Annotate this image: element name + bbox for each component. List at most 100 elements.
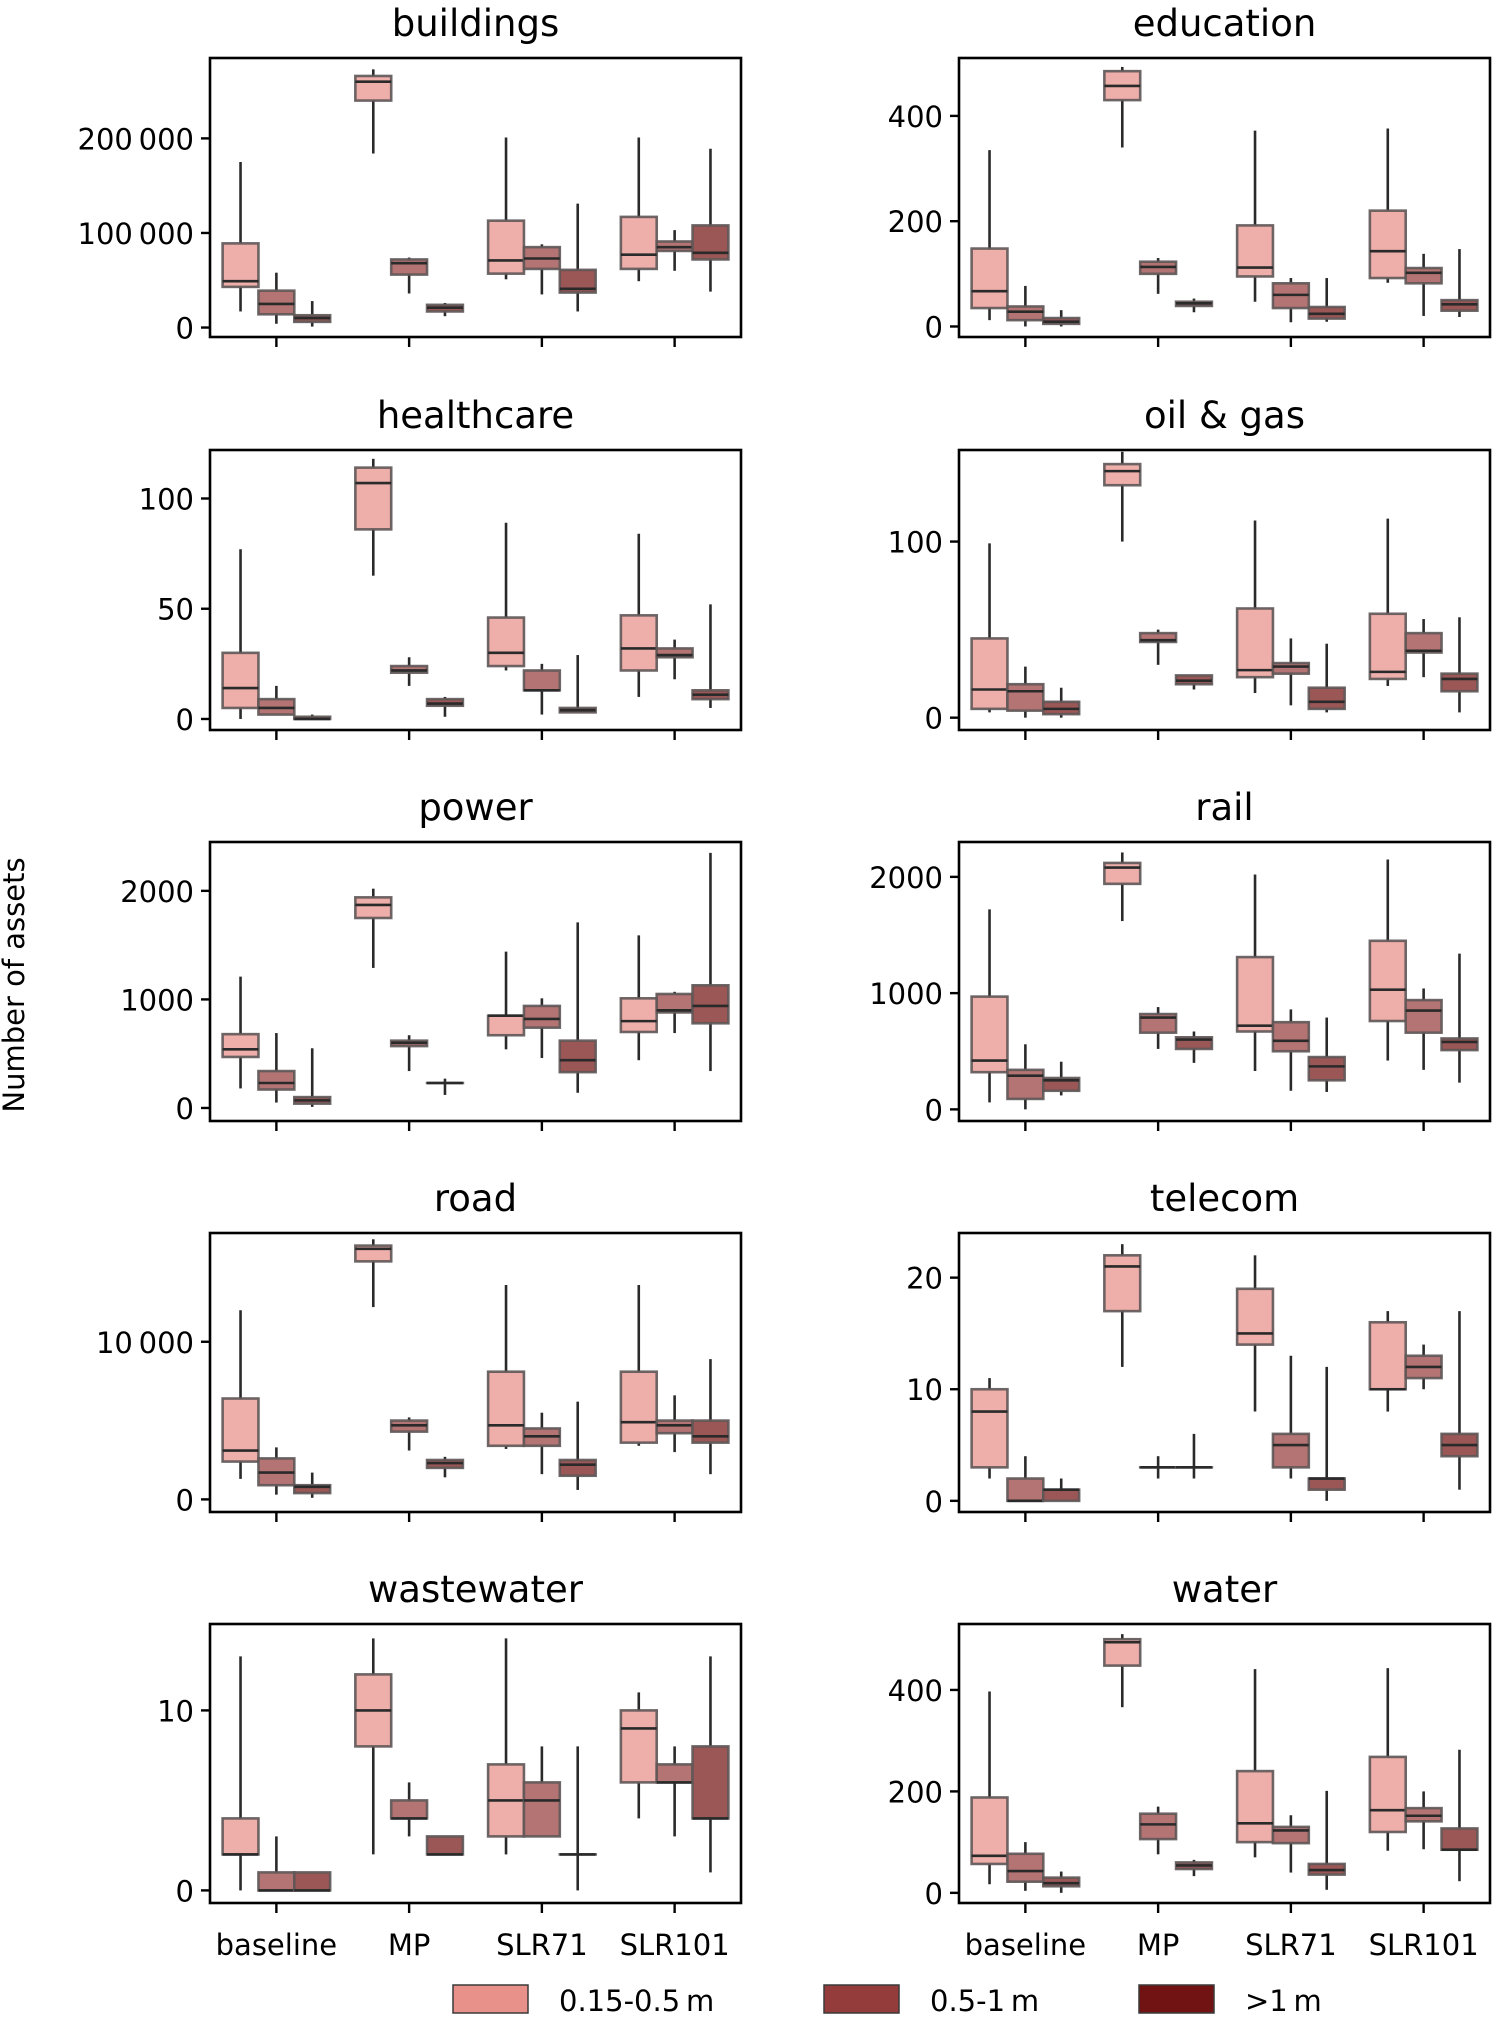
box-baseline-3	[1041, 1871, 1081, 1893]
panel-title: power	[418, 786, 533, 829]
box-mp-1	[1103, 451, 1142, 542]
box-slr101-1	[1368, 1668, 1408, 1851]
box-iqr	[522, 669, 562, 692]
box-iqr	[389, 258, 429, 276]
box-iqr	[221, 1817, 260, 1856]
panel-title: telecom	[1150, 1177, 1299, 1220]
panel-title: education	[1133, 2, 1317, 45]
x-tick-label: SLR71	[1245, 1928, 1337, 1962]
panel-title: road	[434, 1177, 517, 1220]
box-mp-3	[425, 1456, 465, 1478]
panel-oil-gas: oil & gas 0 100	[888, 394, 1492, 740]
box-baseline-3	[292, 1472, 332, 1498]
box-mp-2	[1138, 629, 1178, 665]
legend-label: 0.15-0.5 m	[559, 1984, 714, 2018]
box-iqr	[486, 616, 526, 668]
box-slr71-1	[1235, 520, 1275, 694]
box-baseline-1	[221, 976, 260, 1089]
panel-water: water 0 200 400 baseline MP SLR71 SLR101	[888, 1568, 1492, 1962]
y-tick-label: 0	[176, 1483, 194, 1517]
x-tick-label: MP	[1137, 1928, 1180, 1962]
box-mp-1	[354, 1638, 393, 1855]
box-mp-2	[1138, 258, 1178, 294]
box-iqr	[486, 219, 526, 275]
box-iqr	[1368, 1755, 1408, 1834]
box-slr71-1	[1235, 1669, 1275, 1858]
box-slr71-1	[1235, 1255, 1275, 1412]
box-slr71-3	[558, 655, 597, 714]
box-slr101-3	[1440, 953, 1479, 1083]
box-baseline-1	[970, 150, 1009, 321]
box-slr71-3	[558, 1746, 597, 1891]
box-baseline-3	[292, 1871, 332, 1892]
box-slr101-3	[1440, 1311, 1479, 1490]
box-iqr	[486, 1014, 526, 1037]
box-iqr	[1138, 1812, 1178, 1841]
y-tick-label: 0	[176, 703, 194, 737]
box-baseline-2	[1006, 285, 1045, 327]
legend-label: 0.5-1 m	[930, 1984, 1039, 2018]
y-tick-label: 100	[139, 483, 194, 517]
box-slr101-1	[619, 935, 659, 1061]
box-mp-1	[1103, 852, 1142, 922]
box-iqr	[1368, 612, 1408, 681]
box-mp-3	[1174, 1031, 1214, 1063]
axes-frame	[208, 840, 743, 1123]
box-mp-1	[1103, 1244, 1142, 1367]
box-iqr	[221, 242, 260, 289]
box-iqr	[970, 1796, 1009, 1866]
box-iqr	[486, 1370, 526, 1448]
box-iqr	[1440, 1037, 1479, 1052]
y-tick-label: 2000	[869, 861, 943, 895]
box-mp-1	[354, 888, 393, 968]
legend-label: >1 m	[1245, 1984, 1322, 2018]
box-iqr	[558, 1458, 597, 1478]
box-baseline-3	[1041, 1478, 1081, 1503]
axes-frame	[957, 448, 1492, 732]
box-slr71-3	[1307, 1017, 1346, 1092]
box-baseline-3	[292, 1048, 332, 1107]
legend-swatch	[1138, 1984, 1215, 2014]
box-iqr	[691, 1745, 730, 1820]
box-baseline-3	[1041, 310, 1081, 327]
box-iqr	[221, 651, 260, 710]
box-iqr	[257, 1871, 296, 1892]
box-iqr	[1006, 682, 1045, 712]
box-mp-3	[1174, 674, 1214, 690]
box-mp-3	[425, 1078, 465, 1095]
box-baseline-2	[257, 272, 296, 324]
box-baseline-1	[221, 1656, 260, 1891]
legend-item: >1 m	[1138, 1984, 1322, 2018]
y-tick-label: 0	[925, 1485, 943, 1519]
y-tick-label: 0	[925, 1093, 943, 1127]
y-tick-label: 0	[176, 1874, 194, 1908]
box-iqr	[1440, 1827, 1479, 1852]
box-mp-2	[389, 1035, 429, 1072]
box-slr101-2	[655, 1395, 694, 1453]
box-iqr	[691, 983, 730, 1025]
box-iqr	[655, 647, 694, 659]
box-iqr	[558, 268, 597, 294]
box-slr101-3	[1440, 1749, 1479, 1882]
box-slr101-2	[655, 230, 694, 271]
box-slr71-3	[558, 203, 597, 312]
y-tick-label: 10	[157, 1694, 194, 1728]
box-iqr	[1440, 672, 1479, 693]
box-slr71-2	[522, 244, 562, 295]
box-iqr	[619, 1370, 659, 1444]
box-slr101-2	[1404, 1344, 1443, 1390]
box-iqr	[292, 1483, 332, 1495]
box-iqr	[1404, 998, 1443, 1034]
box-iqr	[221, 1032, 260, 1059]
box-slr71-2	[1271, 638, 1311, 706]
box-baseline-2	[1006, 666, 1045, 718]
box-baseline-3	[292, 301, 332, 327]
box-baseline-3	[1041, 1061, 1081, 1096]
box-iqr	[425, 1835, 465, 1856]
box-iqr	[1006, 305, 1045, 322]
box-slr71-2	[1271, 1815, 1311, 1873]
box-baseline-1	[970, 1378, 1009, 1479]
box-mp-1	[1103, 1634, 1142, 1708]
panel-education: education 0 200 400	[888, 2, 1492, 347]
box-slr71-3	[1307, 643, 1346, 713]
